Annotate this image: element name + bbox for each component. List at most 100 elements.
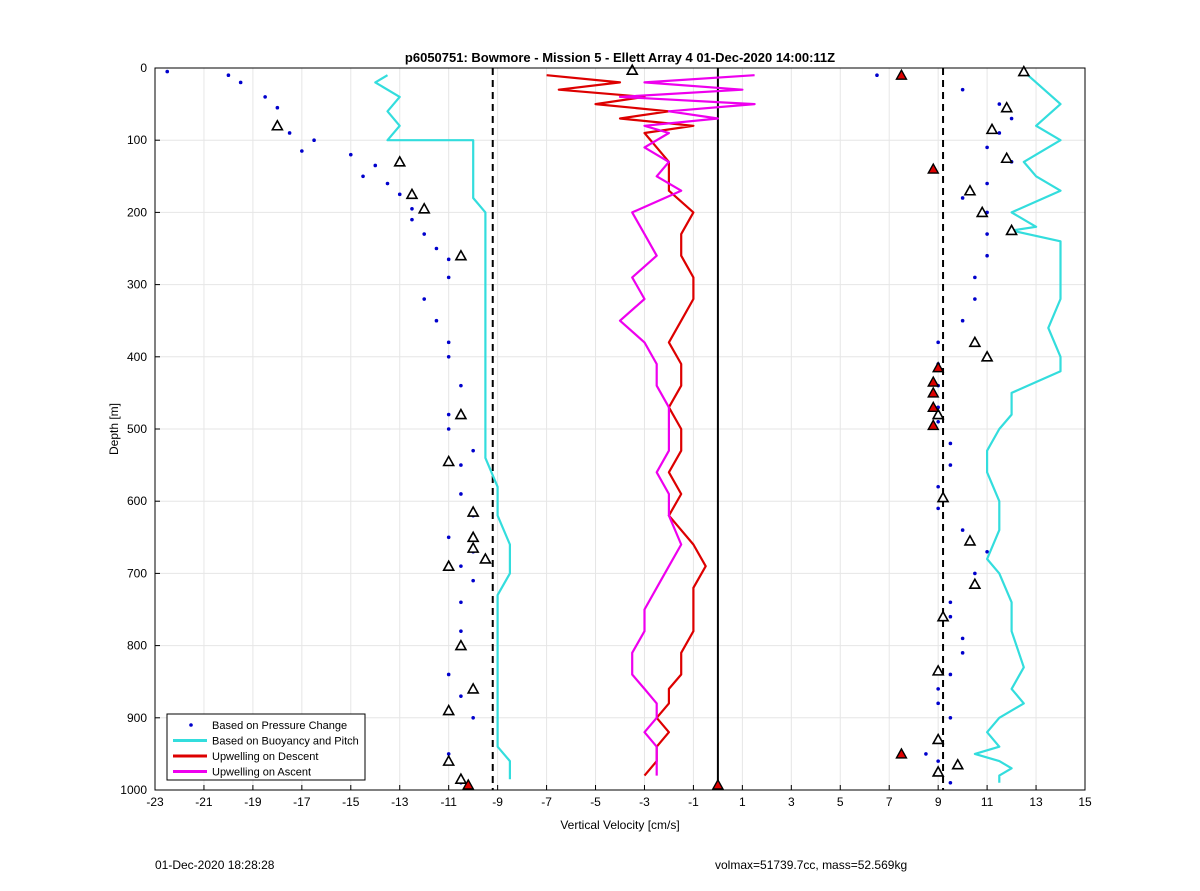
x-tick-label: -11 xyxy=(440,795,457,809)
axis-ticks: -23 -21 -19 -17 -15 -13 -11 -9 -7 -5 -3 -1 1 3 5 7 9 11 13… xyxy=(120,61,1092,809)
y-tick-label: 100 xyxy=(127,133,147,147)
pressure-change-point xyxy=(459,600,463,605)
open-triangle-marker xyxy=(963,534,977,546)
x-tick-label: -1 xyxy=(688,795,699,809)
open-triangle-marker xyxy=(405,187,419,200)
upwelling-on-ascentline xyxy=(618,74,756,776)
legend-entry-label: Upwelling on Ascent xyxy=(212,767,311,779)
y-tick-label: 300 xyxy=(127,278,147,292)
pressure-change-point xyxy=(226,73,231,78)
open-triangle-marker xyxy=(980,350,994,362)
pressure-change-point xyxy=(312,138,316,142)
pressure-change-point xyxy=(985,549,989,554)
x-tick-label: -3 xyxy=(639,795,650,809)
y-tick-label: 200 xyxy=(127,205,147,219)
open-triangle-marker xyxy=(442,559,456,571)
pressure-change-point xyxy=(960,196,965,200)
legend-entry-label: Upwelling on Descent xyxy=(212,751,318,763)
upwelling-on-descentline xyxy=(546,74,707,777)
pressure-change-point xyxy=(263,95,267,99)
plot-series xyxy=(165,68,1062,790)
pressure-change-point xyxy=(960,636,965,641)
open-triangle-marker xyxy=(417,202,431,214)
pressure-change-point xyxy=(446,535,451,540)
pressure-change-point xyxy=(459,629,463,633)
legend-swatch-dot xyxy=(189,723,193,727)
legend-box xyxy=(166,713,366,781)
open-triangle-marker xyxy=(466,530,480,543)
pressure-change-point xyxy=(287,131,292,135)
open-triangle-marker xyxy=(442,703,456,716)
pressure-change-point xyxy=(936,340,940,345)
y-tick-label: 400 xyxy=(127,350,147,364)
filled-triangle-marker xyxy=(895,747,908,759)
pressure-change-point xyxy=(361,174,365,179)
x-tick-label: -23 xyxy=(146,795,164,809)
plot-markers xyxy=(271,63,1031,790)
pressure-change-point xyxy=(936,687,940,691)
pressure-change-point xyxy=(973,275,977,280)
open-triangle-marker xyxy=(466,541,480,553)
pressure-change-point xyxy=(960,528,965,532)
x-tick-label: 1 xyxy=(739,795,746,809)
pressure-change-point xyxy=(446,275,451,280)
open-triangle-marker xyxy=(931,765,945,777)
filled-triangle-marker xyxy=(927,386,940,398)
y-axis-label: Depth [m] xyxy=(107,403,121,455)
pressure-change-point xyxy=(985,253,989,258)
x-tick-label: -5 xyxy=(590,795,601,809)
filled-triangle-marker xyxy=(462,778,475,790)
filled-triangle-marker xyxy=(931,361,945,373)
y-tick-label: 600 xyxy=(127,494,147,508)
pressure-change-point xyxy=(960,87,965,92)
pressure-change-point xyxy=(459,694,463,698)
open-triangle-marker xyxy=(466,505,480,517)
x-tick-label: -7 xyxy=(541,795,552,809)
pressure-change-point xyxy=(373,163,378,168)
y-tick-label: 700 xyxy=(127,566,147,580)
pressure-change-point xyxy=(385,181,390,186)
open-triangle-marker xyxy=(479,552,492,564)
open-triangle-marker xyxy=(975,205,989,218)
y-tick-label: 800 xyxy=(127,639,147,653)
pressure-change-point xyxy=(948,672,953,677)
pressure-change-point xyxy=(446,672,451,677)
pressure-change-point xyxy=(434,318,439,323)
open-triangle-marker xyxy=(936,610,950,622)
open-triangle-marker xyxy=(454,772,468,784)
based-on-buoyancy-and-pitchline xyxy=(374,74,511,780)
open-triangle-marker xyxy=(985,122,999,135)
open-triangle-marker xyxy=(442,754,456,766)
pressure-change-point xyxy=(434,246,439,251)
filled-triangle-marker xyxy=(927,375,940,387)
filled-triangle-marker xyxy=(927,418,940,431)
open-triangle-marker xyxy=(968,577,982,590)
pressure-change-point xyxy=(471,578,475,583)
y-tick-label: 1000 xyxy=(120,783,147,797)
legend-entry-label: Based on Pressure Change xyxy=(212,720,347,732)
x-tick-label: -21 xyxy=(195,795,213,809)
filled-triangle-marker xyxy=(927,162,940,174)
pressure-change-point xyxy=(936,484,940,489)
pressure-change-point xyxy=(422,232,427,236)
pressure-change-point xyxy=(1009,116,1014,121)
pressure-change-point xyxy=(446,412,451,417)
x-tick-label: 15 xyxy=(1078,795,1092,809)
pressure-change-point xyxy=(973,297,977,301)
pressure-change-point xyxy=(960,318,965,323)
pressure-change-point xyxy=(459,564,463,568)
pressure-change-point xyxy=(985,145,989,150)
x-tick-label: -19 xyxy=(244,795,262,809)
open-triangle-marker xyxy=(951,758,965,770)
y-tick-label: 500 xyxy=(127,422,147,436)
x-tick-label: -17 xyxy=(293,795,311,809)
pressure-change-point xyxy=(936,701,940,706)
x-tick-label: -9 xyxy=(492,795,503,809)
y-tick-label: 900 xyxy=(127,711,147,725)
open-triangle-marker xyxy=(936,490,950,503)
open-triangle-marker xyxy=(271,119,284,131)
pressure-change-point xyxy=(948,614,953,619)
open-triangle-marker xyxy=(454,249,468,261)
x-tick-label: -15 xyxy=(342,795,360,809)
pressure-change-point xyxy=(936,419,940,424)
